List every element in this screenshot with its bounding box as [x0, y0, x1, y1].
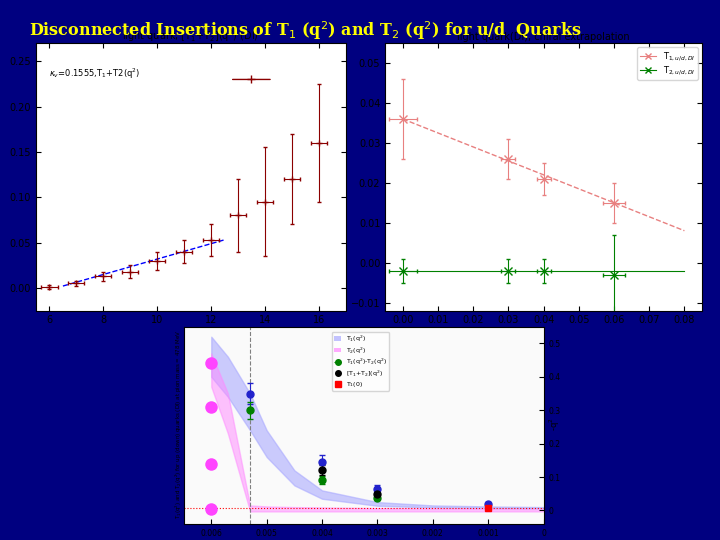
Text: -q$^2$: -q$^2$: [547, 417, 562, 431]
Title: light quark, [T$_1$+T$_2$](q$^2$) (DI): light quark, [T$_1$+T$_2$](q$^2$) (DI): [122, 29, 259, 44]
X-axis label: t$_f$: t$_f$: [186, 327, 196, 341]
Title: light quark(DI), chiral extrapolation: light quark(DI), chiral extrapolation: [457, 32, 630, 43]
Legend: T$_1$(q$^2$), T$_2$(q$^2$), T$_1$(q$^2$)-T$_2$(q$^2$), [T$_1$+T$_2$](q$^2$), T$_: T$_1$(q$^2$), T$_2$(q$^2$), T$_1$(q$^2$)…: [332, 332, 390, 391]
Text: Disconnected Insertions of T$_1$ (q$^2$) and T$_2$ (q$^2$) for u/d  Quarks: Disconnected Insertions of T$_1$ (q$^2$)…: [29, 19, 582, 42]
Text: $\kappa_v$=0.1555,T$_1$+T2(q$^2$): $\kappa_v$=0.1555,T$_1$+T2(q$^2$): [50, 66, 141, 80]
Text: T$_1$(q$^2$) and T$_2$(q$^2$) for up (down) quarks (DI) at pion mass = 478 MeV: T$_1$(q$^2$) and T$_2$(q$^2$) for up (do…: [174, 329, 184, 518]
Legend: T$_{1,u/d,DI}$, T$_{2,u/d,DI}$: T$_{1,u/d,DI}$, T$_{2,u/d,DI}$: [637, 48, 698, 79]
